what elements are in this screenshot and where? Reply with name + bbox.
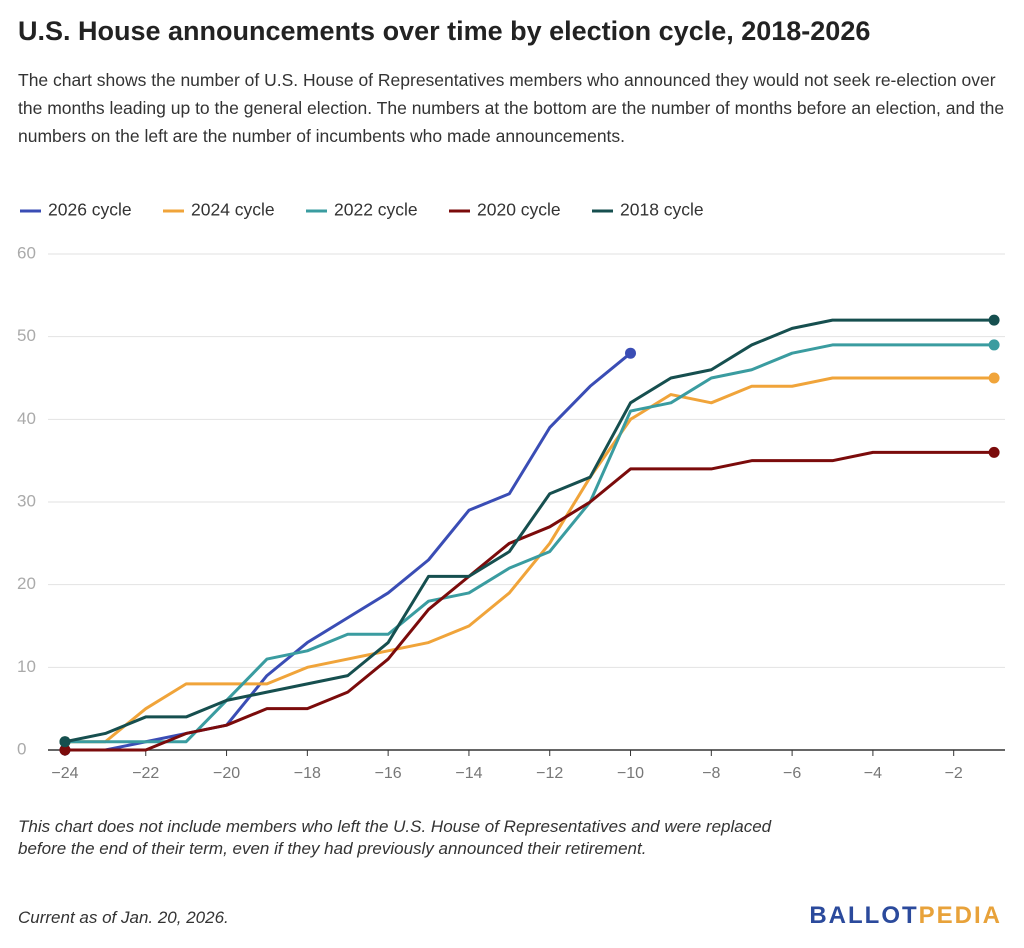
legend-label: 2026 cycle (48, 200, 132, 220)
logo-left: BALLOT (809, 902, 919, 929)
x-tick-label: −14 (455, 765, 482, 782)
x-tick-label: −4 (864, 765, 882, 782)
legend-label: 2022 cycle (334, 200, 418, 220)
end-point (59, 744, 71, 756)
x-tick-label: −2 (945, 765, 963, 782)
x-tick-label: −16 (375, 765, 402, 782)
y-tick-label: 60 (17, 243, 36, 262)
chart-title: U.S. House announcements over time by el… (18, 16, 871, 46)
y-tick-label: 30 (17, 491, 36, 510)
x-tick-label: −18 (294, 765, 321, 782)
logo-right: PEDIA (918, 902, 1002, 929)
chart-subtitle: The chart shows the number of U.S. House… (18, 70, 1005, 146)
y-tick-label: 50 (17, 326, 36, 345)
series-line (64, 352, 632, 752)
end-point (988, 446, 1000, 458)
end-point (988, 314, 1000, 326)
x-tick-label: −12 (536, 765, 563, 782)
x-tick-label: −22 (132, 765, 159, 782)
x-tick-label: −20 (213, 765, 240, 782)
legend-label: 2024 cycle (191, 200, 275, 220)
end-point (988, 372, 1000, 384)
x-tick-label: −24 (51, 765, 78, 782)
date-note: Current as of Jan. 20, 2026. (18, 908, 229, 927)
y-tick-label: 20 (17, 574, 36, 593)
end-point (625, 347, 637, 359)
x-tick-label: −6 (783, 765, 801, 782)
legend-label: 2018 cycle (620, 200, 704, 220)
y-tick-label: 0 (17, 739, 26, 758)
series-line (64, 343, 995, 744)
y-tick-label: 10 (17, 657, 36, 676)
chart-note: This chart does not include members who … (18, 817, 772, 858)
logo: BALLOTPEDIA (809, 902, 1002, 930)
x-tick-label: −10 (617, 765, 644, 782)
series-line (64, 318, 995, 744)
series-line (64, 376, 995, 744)
legend-label: 2020 cycle (477, 200, 561, 220)
end-point (988, 339, 1000, 351)
end-point (59, 736, 71, 748)
y-tick-label: 40 (17, 409, 36, 428)
series-line (64, 450, 995, 752)
x-tick-label: −8 (702, 765, 720, 782)
